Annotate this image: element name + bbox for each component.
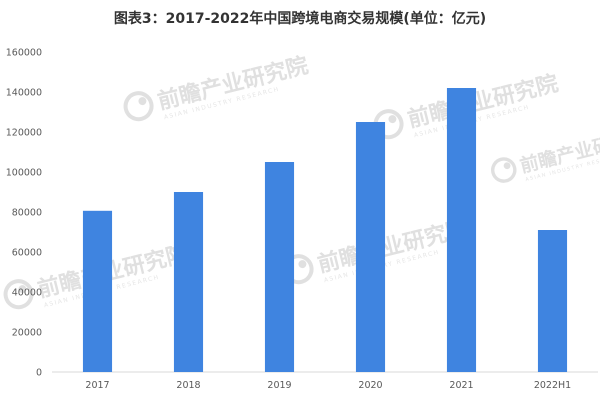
watermark-text: 前瞻产业研究院 [405, 70, 561, 132]
watermark-logo-icon [491, 157, 517, 183]
x-tick-label: 2019 [267, 380, 291, 391]
y-tick-label: 120000 [6, 128, 42, 139]
watermark-logo-dot [388, 115, 397, 124]
y-tick-label: 20000 [12, 328, 42, 339]
bar-2018 [173, 192, 204, 372]
y-tick-label: 40000 [12, 288, 42, 299]
watermark-logo-dot [18, 285, 27, 294]
bar-2021 [446, 88, 477, 372]
x-tick-label: 2017 [85, 380, 109, 391]
y-tick-label: 160000 [6, 48, 42, 59]
watermark-logo-dot [138, 97, 147, 106]
y-tick-label: 60000 [12, 248, 42, 259]
x-tick-label: 2020 [358, 380, 382, 391]
y-tick-label: 100000 [6, 168, 42, 179]
x-tick-label: 2018 [176, 380, 200, 391]
watermark-logo-dot [298, 260, 307, 269]
x-tick-label: 2022H1 [534, 380, 571, 391]
bar-2022H1 [537, 230, 568, 372]
y-tick-label: 0 [36, 368, 42, 379]
bar-2020 [355, 122, 386, 372]
watermark-text: 前瞻产业研究院 [155, 52, 311, 114]
watermark-logo-icon [123, 91, 154, 122]
y-tick-label: 140000 [6, 88, 42, 99]
x-tick-label: 2021 [449, 380, 473, 391]
axis-layer: 0 20000 40000 60000 80000 100000 120000 140000 1… [6, 48, 598, 391]
bar-layer [82, 88, 568, 372]
bar-2017 [82, 210, 113, 372]
bar-2019 [264, 162, 295, 372]
watermark-logo-icon [3, 279, 34, 310]
watermark-text: 前瞻产业研究院 [35, 240, 191, 302]
y-tick-label: 80000 [12, 208, 42, 219]
watermark-logo-dot [503, 162, 511, 170]
chart-title: 图表3：2017-2022年中国跨境电商交易规模(单位：亿元) [114, 10, 486, 27]
